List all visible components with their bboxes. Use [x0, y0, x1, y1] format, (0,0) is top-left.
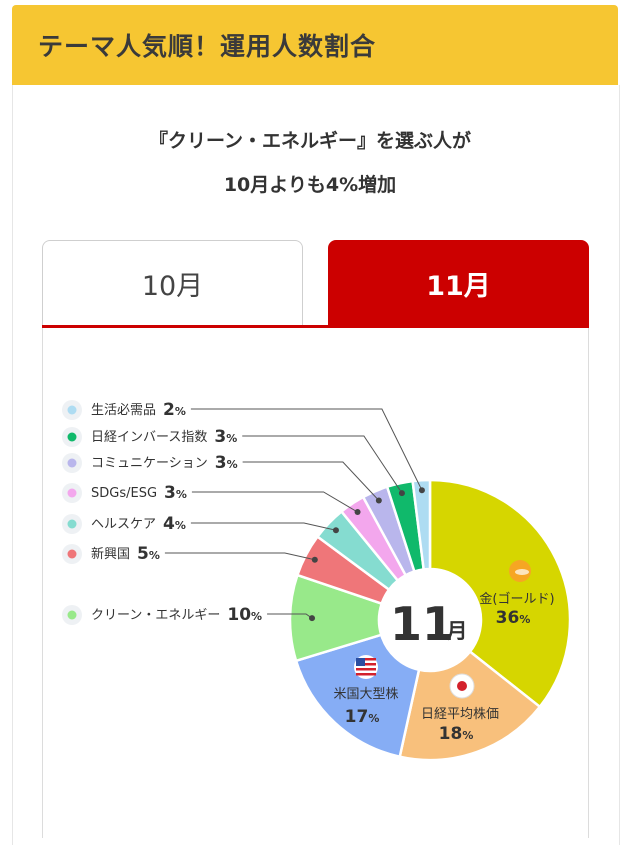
leader-dot-4	[311, 556, 318, 563]
slice-value-0: 36%	[496, 608, 531, 628]
legend-unit-chat-bubbles-icon: %	[227, 458, 238, 471]
legend-label-stethoscope-icon: ヘルスケア	[91, 517, 156, 532]
legend-label-inverse-chart-icon: 日経インバース指数	[91, 430, 207, 445]
us-flag-stripe	[356, 658, 376, 661]
legend-value-chat-bubbles-icon: 3%	[215, 453, 238, 473]
leader-dot-3	[309, 615, 316, 622]
toilet-paper-icon-mark	[67, 405, 77, 415]
legend-label-wind-turbine-icon: クリーン・エネルギー	[91, 608, 220, 623]
leader-line-5	[190, 522, 337, 531]
legend-value-toilet-paper-icon: 2%	[163, 400, 186, 420]
buildings-icon-mark	[67, 549, 77, 559]
leader-line-7	[242, 461, 380, 501]
page-title: テーマ人気順！運用人数割合	[38, 32, 377, 61]
legend-unit-toilet-paper-icon: %	[175, 405, 186, 418]
legend-unit-inverse-chart-icon: %	[226, 432, 237, 445]
us-flag-canton	[356, 658, 365, 666]
donut-hole	[379, 569, 481, 671]
legend-value-stethoscope-icon: 4%	[163, 514, 186, 534]
inverse-chart-icon-mark	[67, 432, 77, 442]
tab-october[interactable]: 10月	[42, 240, 303, 326]
legend-label-chat-bubbles-icon: コミュニケーション	[91, 456, 208, 471]
center-month-number: 11	[390, 597, 454, 651]
legend-label-sprout-icon: SDGs/ESG	[91, 486, 157, 501]
tab-underline	[42, 325, 589, 328]
legend-label-toilet-paper-icon: 生活必需品	[91, 403, 156, 418]
leader-dot-8	[398, 490, 405, 497]
leader-line-6	[191, 491, 358, 513]
page-header: テーマ人気順！運用人数割合	[12, 5, 618, 85]
wind-turbine-icon-mark	[67, 610, 77, 620]
us-flag-stripe	[356, 673, 376, 676]
slice-label-2: 米国大型株	[333, 687, 398, 702]
leader-dot-5	[332, 527, 339, 534]
japan-flag-dot	[457, 681, 467, 691]
sprout-icon-mark	[67, 488, 77, 498]
leader-dot-7	[375, 497, 382, 504]
tab-november[interactable]: 11月	[328, 240, 589, 326]
legend-value-sprout-icon: 3%	[164, 483, 187, 503]
gold-coin-shine	[515, 569, 529, 575]
legend-unit-stethoscope-icon: %	[175, 519, 186, 532]
slice-unit-1: %	[462, 729, 473, 742]
legend-unit-sprout-icon: %	[176, 488, 187, 501]
leader-line-8	[242, 435, 403, 494]
legend-value-wind-turbine-icon: 10%	[227, 605, 262, 625]
legend-unit-wind-turbine-icon: %	[251, 610, 262, 623]
chat-bubbles-icon-mark	[67, 458, 77, 468]
stethoscope-icon-mark	[67, 519, 77, 529]
chart-panel	[42, 328, 589, 838]
headline-line-2: 10月よりも4%増加	[223, 174, 397, 196]
center-month-unit: 月	[446, 619, 468, 643]
legend-label-buildings-icon: 新興国	[91, 546, 130, 562]
leader-line-9	[190, 408, 423, 491]
us-flag-stripe	[356, 663, 376, 666]
slice-unit-0: %	[519, 613, 530, 626]
slice-label-1: 日経平均株価	[421, 707, 499, 722]
leader-dot-9	[418, 487, 425, 494]
legend-value-buildings-icon: 5%	[137, 544, 160, 564]
slice-value-2: 17%	[345, 707, 380, 727]
leader-line-4	[164, 552, 315, 561]
legend-unit-buildings-icon: %	[149, 549, 160, 562]
slice-unit-2: %	[368, 712, 379, 725]
legend-value-inverse-chart-icon: 3%	[214, 427, 237, 447]
headline-line-1: 『クリーン・エネルギー』を選ぶ人が	[148, 130, 472, 152]
us-flag-stripe	[356, 668, 376, 671]
leader-dot-6	[354, 509, 361, 516]
slice-value-1: 18%	[439, 724, 474, 744]
slice-label-0: 金(ゴールド)	[479, 591, 554, 607]
